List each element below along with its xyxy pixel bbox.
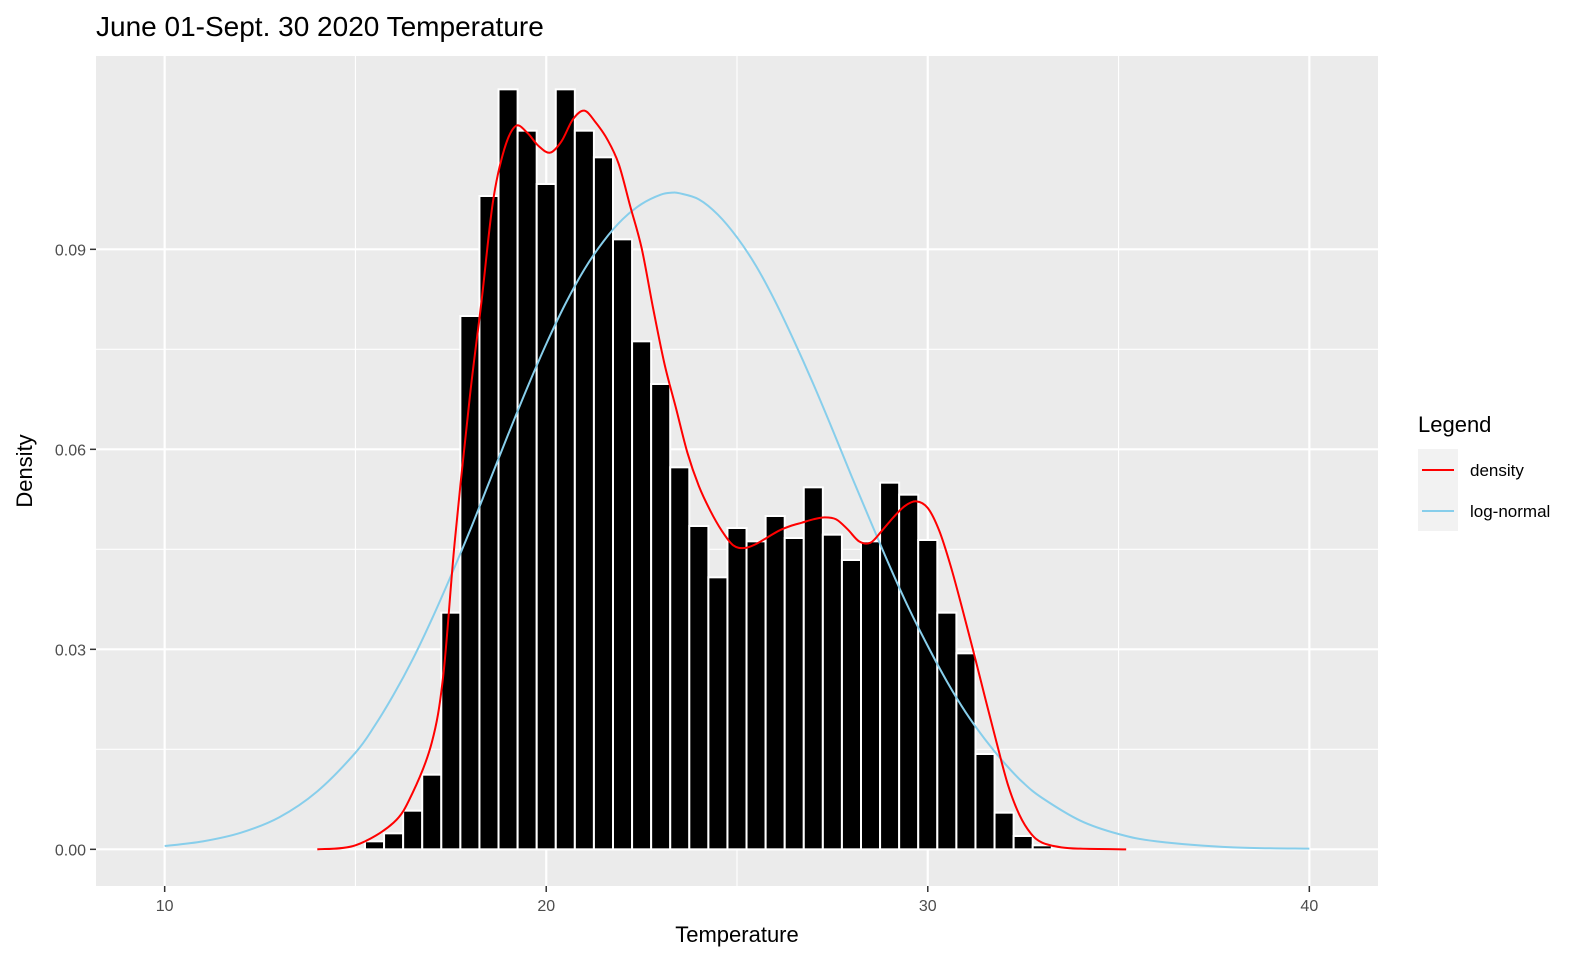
histogram-bar <box>764 515 786 851</box>
histogram-bar <box>860 540 882 851</box>
histogram-bar <box>726 527 748 851</box>
histogram-bar <box>1012 835 1034 851</box>
histogram-bar <box>611 238 634 851</box>
histogram-bar <box>840 559 863 851</box>
legend-label-density: density <box>1470 461 1524 480</box>
histogram-bar <box>516 129 538 851</box>
y-tick-label: 0.03 <box>55 642 86 659</box>
histogram-bars <box>363 88 1053 851</box>
legend-title: Legend <box>1418 412 1491 437</box>
x-tick-label: 20 <box>537 898 555 915</box>
x-tick-label: 30 <box>919 898 937 915</box>
histogram-bar <box>936 611 958 851</box>
histogram-bar <box>440 611 462 851</box>
histogram-bar <box>898 493 920 851</box>
histogram-bar <box>745 540 767 851</box>
histogram-bar <box>1031 844 1053 851</box>
histogram-bar <box>573 129 595 851</box>
y-tick-label: 0.00 <box>55 842 86 859</box>
series-line-log-normal <box>164 191 1310 850</box>
histogram-bar <box>402 809 424 851</box>
x-axis-title: Temperature <box>675 922 799 947</box>
histogram-bar <box>802 486 824 851</box>
histogram-bar <box>955 652 977 851</box>
histogram-bar <box>650 383 672 851</box>
y-tick-label: 0.09 <box>55 242 86 259</box>
histogram-bar <box>993 811 1015 851</box>
histogram-bar <box>879 481 901 851</box>
histogram-bar <box>917 539 939 851</box>
x-tick-label: 10 <box>156 898 174 915</box>
x-tick-label: 40 <box>1300 898 1318 915</box>
histogram-bar <box>383 832 405 851</box>
histogram-bar <box>669 466 691 851</box>
series-line-density <box>317 109 1127 851</box>
histogram-bar <box>631 340 653 851</box>
x-axis-ticks: 10 20 30 40 <box>156 886 1318 915</box>
series-curves <box>164 109 1310 851</box>
legend-label-log-normal: log-normal <box>1470 502 1550 521</box>
legend-key-background <box>1418 449 1458 531</box>
histogram-bar <box>554 88 576 851</box>
y-tick-label: 0.06 <box>55 442 86 459</box>
legend: Legend density log-normal <box>1418 412 1550 531</box>
histogram-bar <box>535 183 557 851</box>
y-axis-ticks: 0.00 0.03 0.06 0.09 <box>55 242 96 859</box>
histogram-bar <box>821 533 843 851</box>
histogram-bar <box>974 753 996 851</box>
histogram-bar <box>783 537 805 851</box>
histogram-bar <box>688 525 710 851</box>
chart-title: June 01-Sept. 30 2020 Temperature <box>96 11 544 42</box>
histogram-bar <box>363 840 386 851</box>
histogram-bar <box>497 88 519 851</box>
y-axis-title: Density <box>12 434 37 507</box>
histogram-bar <box>592 156 614 851</box>
histogram-bar <box>707 576 729 851</box>
histogram-bar <box>421 773 443 851</box>
